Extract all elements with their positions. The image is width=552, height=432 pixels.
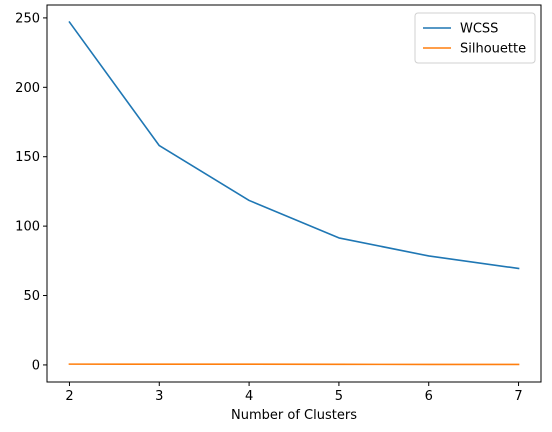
y-axis-ticks: 0 50 100 150 200 250 <box>15 11 47 373</box>
y-tick-label: 250 <box>15 11 40 26</box>
plot-area <box>46 4 542 383</box>
x-tick-label: 2 <box>65 389 73 404</box>
legend: WCSS Silhouette <box>414 12 536 64</box>
legend-entry: WCSS <box>460 22 498 37</box>
y-tick-label: 150 <box>15 150 40 165</box>
axes-frame <box>46 4 542 383</box>
x-tick-label: 4 <box>245 389 253 404</box>
x-tick-label: 6 <box>425 389 433 404</box>
x-axis-label: Number of Clusters <box>231 408 357 423</box>
x-tick-label: 7 <box>514 389 522 404</box>
y-tick-label: 0 <box>32 358 40 373</box>
series-line-wcss <box>68 20 520 270</box>
x-tick-label: 3 <box>155 389 163 404</box>
legend-box <box>414 12 536 64</box>
series-layer <box>68 20 520 366</box>
y-tick-label: 50 <box>23 289 40 304</box>
y-tick-label: 200 <box>15 81 40 96</box>
x-axis-ticks: 2 3 4 5 6 7 <box>65 382 523 404</box>
x-tick-label: 5 <box>335 389 343 404</box>
legend-entry: Silhouette <box>460 42 526 57</box>
y-tick-label: 100 <box>15 220 40 235</box>
